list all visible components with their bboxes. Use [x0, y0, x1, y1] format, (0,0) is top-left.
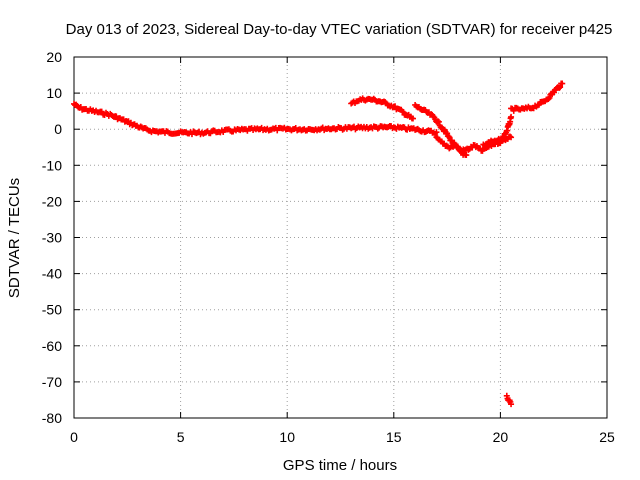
series-descending-arc — [412, 101, 470, 159]
data-point — [508, 134, 515, 141]
y-tick-label: -70 — [42, 374, 62, 390]
y-axis-title: SDTVAR / TECUs — [6, 178, 23, 298]
y-tick-label: -30 — [42, 230, 62, 246]
series-outlier — [503, 392, 515, 408]
data-point — [508, 113, 515, 120]
data-point — [559, 80, 566, 87]
x-tick-label: 25 — [599, 429, 615, 445]
y-tick-label: -50 — [42, 302, 62, 318]
data-point — [546, 94, 553, 101]
y-tick-label: -20 — [42, 193, 62, 209]
x-tick-label: 0 — [70, 429, 78, 445]
data-points — [71, 80, 566, 408]
data-point — [557, 84, 564, 91]
chart-title: Day 013 of 2023, Sidereal Day-to-day VTE… — [66, 21, 613, 38]
series-upper-arc — [348, 95, 416, 122]
x-tick-label: 10 — [279, 429, 295, 445]
y-tick-label: 0 — [54, 121, 62, 137]
y-tick-label: -80 — [42, 410, 62, 426]
y-tick-label: -10 — [42, 157, 62, 173]
x-tick-label: 5 — [177, 429, 185, 445]
data-point — [545, 96, 552, 103]
data-point — [433, 129, 440, 136]
y-tick-label: -40 — [42, 266, 62, 282]
series-late-arc — [508, 80, 566, 114]
data-point — [463, 152, 470, 159]
data-point — [430, 113, 437, 120]
y-tick-labels: -80 -70 -60 -50 -40 -30 -20 -10 0 10 20 — [42, 49, 62, 426]
y-tick-label: -60 — [42, 338, 62, 354]
data-point — [435, 118, 442, 125]
data-point — [556, 85, 563, 92]
series-rising-arc — [480, 113, 515, 149]
y-tick-label: 10 — [46, 85, 62, 101]
data-point — [409, 115, 416, 122]
x-tick-labels: 0 5 10 15 20 25 — [70, 429, 615, 445]
x-tick-label: 15 — [386, 429, 402, 445]
data-point — [508, 401, 515, 408]
series-main-arc — [71, 100, 440, 138]
tick-layer — [73, 56, 608, 419]
x-axis-title: GPS time / hours — [283, 457, 397, 474]
x-tick-label: 20 — [493, 429, 509, 445]
y-tick-label: 20 — [46, 49, 62, 65]
